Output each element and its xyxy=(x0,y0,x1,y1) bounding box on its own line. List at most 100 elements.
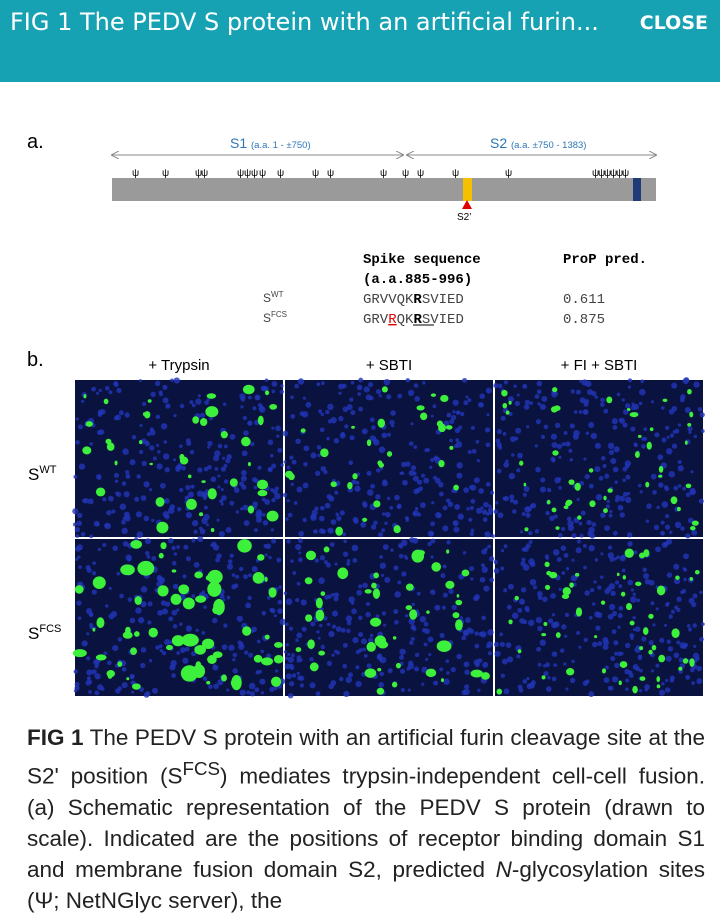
fused-cell xyxy=(371,582,377,589)
fused-cell xyxy=(656,684,661,689)
nucleus xyxy=(196,490,204,497)
nucleus xyxy=(173,377,180,384)
nucleus xyxy=(316,382,321,387)
nucleus xyxy=(390,410,396,416)
nucleus xyxy=(381,480,388,487)
nucleus xyxy=(692,593,698,599)
nucleus xyxy=(467,398,472,402)
nucleus xyxy=(319,555,326,561)
fused-cell xyxy=(266,510,279,522)
nucleus xyxy=(296,632,303,639)
nucleus xyxy=(124,412,130,418)
nucleus xyxy=(273,686,278,691)
fused-cell xyxy=(198,512,204,517)
nucleus xyxy=(522,564,530,571)
nucleus xyxy=(603,639,610,646)
nucleus xyxy=(208,684,213,690)
fused-cell xyxy=(131,683,141,690)
nucleus xyxy=(220,466,227,472)
nucleus xyxy=(342,383,347,389)
nucleus xyxy=(394,619,399,625)
nucleus xyxy=(556,557,562,562)
nucleus xyxy=(672,430,677,434)
nucleus xyxy=(617,625,621,629)
nucleus xyxy=(135,607,142,614)
nucleus xyxy=(690,470,694,474)
nucleus xyxy=(625,474,631,480)
nucleus xyxy=(77,616,82,621)
nucleus xyxy=(673,563,680,570)
nucleus xyxy=(287,692,294,699)
nucleus xyxy=(335,626,342,632)
fused-cell xyxy=(689,411,694,418)
nucleus xyxy=(168,616,174,622)
glyco-symbol: ψ xyxy=(195,168,202,179)
nucleus xyxy=(383,378,391,386)
nucleus xyxy=(529,504,534,508)
nucleus xyxy=(287,512,293,518)
nucleus xyxy=(147,601,153,607)
nucleus xyxy=(381,611,387,616)
nucleus xyxy=(367,382,374,388)
nucleus xyxy=(347,672,354,678)
nucleus xyxy=(326,436,330,441)
nucleus xyxy=(531,680,536,685)
nucleus xyxy=(517,452,523,459)
fused-cell xyxy=(455,599,463,606)
nucleus xyxy=(500,566,505,571)
nucleus xyxy=(484,531,491,538)
nucleus xyxy=(422,381,426,385)
nucleus xyxy=(452,410,456,414)
nucleus xyxy=(318,528,325,534)
fused-cell xyxy=(626,602,633,611)
nucleus xyxy=(603,408,609,414)
nucleus xyxy=(383,623,387,627)
nucleus xyxy=(241,450,248,457)
nucleus xyxy=(261,512,266,517)
nucleus xyxy=(296,671,300,675)
nucleus xyxy=(470,425,475,430)
nucleus xyxy=(579,397,586,404)
nucleus xyxy=(253,505,257,510)
fused-cell xyxy=(247,505,255,514)
fused-cell xyxy=(689,526,696,531)
nucleus xyxy=(176,608,180,612)
nucleus xyxy=(515,427,522,434)
nucleus xyxy=(550,593,556,599)
nucleus xyxy=(172,561,177,566)
nucleus xyxy=(88,679,93,684)
nucleus xyxy=(326,660,332,666)
nucleus xyxy=(430,414,434,418)
s2-name: S2 xyxy=(490,135,507,151)
nucleus xyxy=(496,468,502,474)
nucleus xyxy=(386,496,391,501)
close-button[interactable]: CLOSE xyxy=(639,12,708,34)
nucleus xyxy=(619,495,626,502)
nucleus xyxy=(522,619,528,625)
fused-cell xyxy=(566,668,575,676)
nucleus xyxy=(639,668,643,673)
nucleus xyxy=(431,501,435,505)
nucleus xyxy=(121,527,128,534)
nucleus xyxy=(441,605,446,610)
caption-label: FIG 1 xyxy=(27,725,84,750)
fused-cell xyxy=(207,581,222,597)
nucleus xyxy=(565,441,571,447)
nucleus xyxy=(630,636,634,640)
seq-part: R xyxy=(388,312,397,328)
nucleus xyxy=(353,519,359,524)
nucleus xyxy=(516,654,521,659)
nucleus xyxy=(112,644,119,652)
nucleus xyxy=(493,641,500,648)
nucleus xyxy=(295,438,301,445)
nucleus xyxy=(185,625,193,632)
cleavage-marker xyxy=(462,200,472,209)
nucleus xyxy=(302,517,307,523)
fused-cell xyxy=(684,440,688,445)
nucleus xyxy=(213,455,220,462)
nucleus xyxy=(439,632,445,639)
fused-cell xyxy=(563,505,569,510)
fused-cell xyxy=(691,520,699,526)
fused-cell xyxy=(320,591,326,596)
